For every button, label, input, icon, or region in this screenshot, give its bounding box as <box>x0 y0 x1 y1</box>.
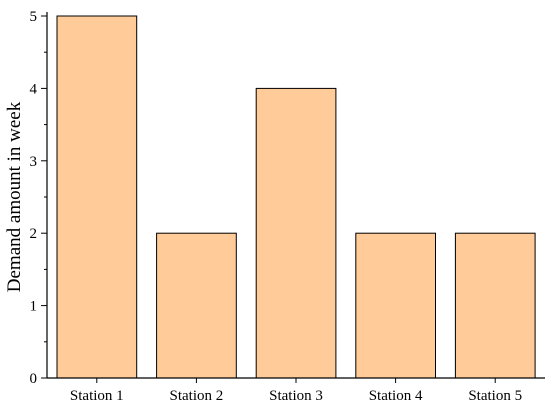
x-tick-label-1: Station 1 <box>70 388 124 404</box>
bar-5 <box>454 232 536 379</box>
x-tick-label-4: Station 4 <box>369 388 423 404</box>
y-tick-label-2: 2 <box>30 226 38 242</box>
y-tick-label-5: 5 <box>30 9 38 25</box>
bar-2 <box>156 232 237 379</box>
bar-1 <box>56 15 138 379</box>
y-tick-label-4: 4 <box>30 81 38 97</box>
y-ticks: 0 1 2 3 4 5 <box>30 9 47 387</box>
y-tick-label-1: 1 <box>30 299 38 315</box>
y-axis-label: Demand amount in week <box>4 101 25 292</box>
x-ticks: Station 1 Station 2 Station 3 Station 4 Stat… <box>70 378 522 404</box>
x-tick-label-2: Station 2 <box>170 388 224 404</box>
bar-4 <box>355 232 436 379</box>
bar-3 <box>255 87 337 379</box>
y-tick-label-3: 3 <box>30 154 38 170</box>
bars-layer <box>56 15 536 379</box>
x-tick-label-3: Station 3 <box>269 388 323 404</box>
y-tick-label-0: 0 <box>30 371 38 387</box>
x-tick-label-5: Station 5 <box>468 388 522 404</box>
